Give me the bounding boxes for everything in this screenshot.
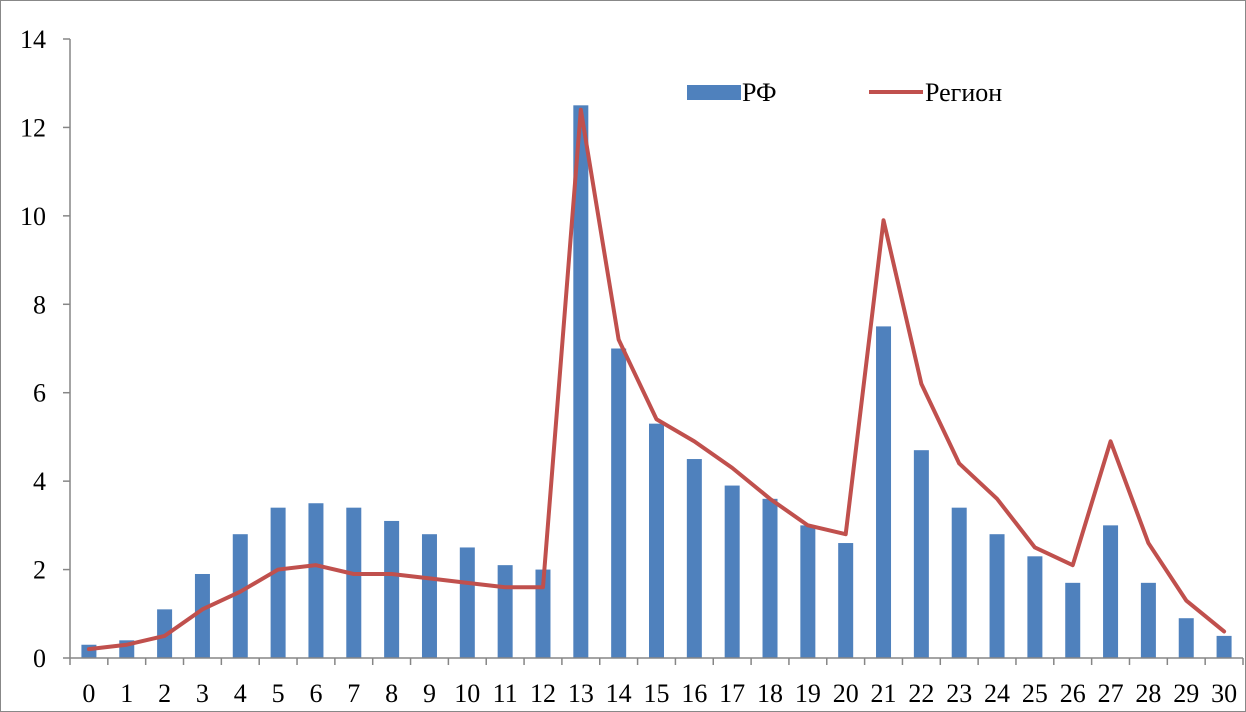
bar-19 xyxy=(800,525,816,658)
x-tick-label: 30 xyxy=(1211,679,1237,708)
x-tick-label: 11 xyxy=(493,679,518,708)
bar-25 xyxy=(1027,556,1043,658)
legend-swatch-rf xyxy=(687,85,741,100)
bar-3 xyxy=(194,573,210,658)
bar-21 xyxy=(876,326,892,658)
x-tick-label: 17 xyxy=(719,679,745,708)
x-tick-label: 12 xyxy=(530,679,556,708)
bar-15 xyxy=(649,423,664,658)
bar-22 xyxy=(913,450,929,658)
x-tick-label: 18 xyxy=(757,679,783,708)
bar-12 xyxy=(535,569,551,658)
bar-18 xyxy=(762,498,778,658)
x-tick-label: 20 xyxy=(833,679,859,708)
x-tick-label: 7 xyxy=(347,679,360,708)
bar-20 xyxy=(838,543,854,658)
y-tick-label: 12 xyxy=(20,113,46,142)
legend-label-region: Регион xyxy=(925,78,1002,107)
bars-layer xyxy=(81,105,1232,658)
x-tick-label: 27 xyxy=(1098,679,1124,708)
x-tick-label: 28 xyxy=(1135,679,1161,708)
y-tick-label: 0 xyxy=(33,644,46,673)
bar-14 xyxy=(611,348,627,658)
bar-16 xyxy=(686,459,702,658)
bar-9 xyxy=(421,534,437,658)
bar-5 xyxy=(270,507,286,658)
bar-30 xyxy=(1216,635,1232,658)
bar-24 xyxy=(989,534,1005,658)
x-tick-label: 16 xyxy=(681,679,707,708)
legend: РФ Регион xyxy=(687,78,1002,107)
bar-29 xyxy=(1178,618,1194,658)
x-tick-label: 13 xyxy=(568,679,594,708)
y-tick-label: 10 xyxy=(20,202,46,231)
x-tick-label: 14 xyxy=(606,679,632,708)
bar-13 xyxy=(573,105,589,658)
bar-6 xyxy=(308,503,324,658)
x-tick-label: 3 xyxy=(196,679,209,708)
x-tick-label: 15 xyxy=(644,679,670,708)
x-tick-label: 21 xyxy=(871,679,897,708)
x-tick-label: 22 xyxy=(908,679,934,708)
x-tick-label: 5 xyxy=(272,679,285,708)
x-tick-label: 6 xyxy=(309,679,322,708)
bar-10 xyxy=(459,547,475,658)
bar-26 xyxy=(1065,582,1081,658)
x-tick-label: 0 xyxy=(82,679,95,708)
legend-label-rf: РФ xyxy=(742,78,777,107)
x-tick-label: 1 xyxy=(120,679,133,708)
x-tick-label: 29 xyxy=(1173,679,1199,708)
x-tick-label: 24 xyxy=(984,679,1010,708)
line-layer xyxy=(86,107,1227,652)
y-tick-label: 6 xyxy=(33,379,46,408)
x-tick-label: 4 xyxy=(234,679,247,708)
x-tick-label: 19 xyxy=(795,679,821,708)
x-tick-label: 9 xyxy=(423,679,436,708)
y-tick-label: 4 xyxy=(33,467,46,496)
x-tick-label: 25 xyxy=(1022,679,1048,708)
x-tick-label: 8 xyxy=(385,679,398,708)
x-tick-label: 26 xyxy=(1060,679,1086,708)
bar-7 xyxy=(346,507,362,658)
bar-4 xyxy=(232,534,248,658)
bar-17 xyxy=(724,485,740,658)
y-tick-label: 14 xyxy=(20,25,46,54)
bar-28 xyxy=(1140,582,1156,658)
x-tick-label: 23 xyxy=(946,679,972,708)
series-line-region xyxy=(86,107,1227,652)
x-tick-label: 10 xyxy=(454,679,480,708)
bar-23 xyxy=(951,507,967,658)
y-tick-label: 2 xyxy=(33,556,46,585)
y-tick-label: 8 xyxy=(33,290,46,319)
bar-11 xyxy=(497,565,513,658)
x-tick-label: 2 xyxy=(158,679,171,708)
bar-27 xyxy=(1103,525,1119,658)
bar-8 xyxy=(384,520,400,658)
